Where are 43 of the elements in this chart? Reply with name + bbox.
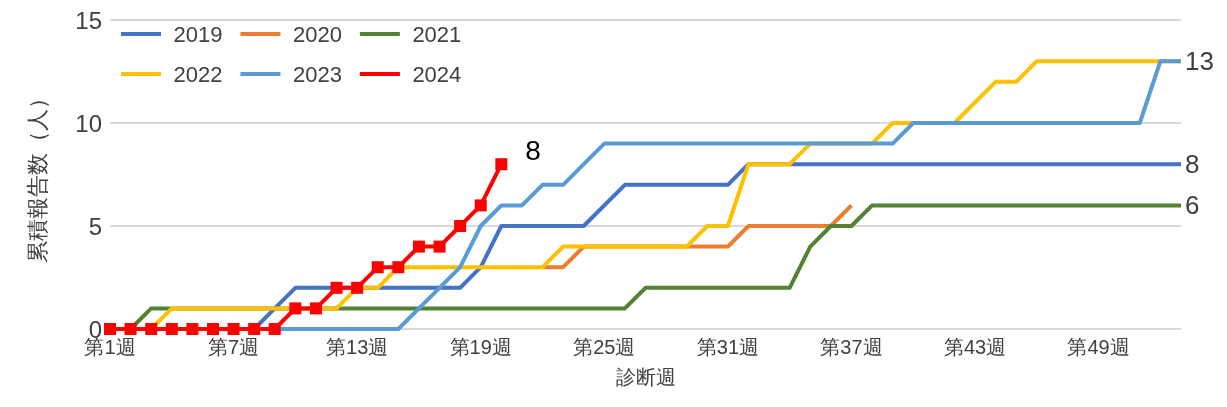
x-tick-label: 第25週 (573, 336, 636, 358)
point (104, 323, 116, 335)
point (474, 199, 487, 212)
point (124, 323, 137, 335)
legend-label: 2024 (412, 61, 462, 87)
legend-label: 2023 (292, 61, 342, 87)
legend-label: 2019 (173, 21, 223, 47)
x-tick-label: 第19週 (449, 336, 512, 358)
point (330, 281, 343, 294)
legend-label: 2020 (292, 21, 342, 47)
data-label: 6 (1185, 190, 1200, 221)
point (145, 323, 158, 335)
point (227, 323, 240, 335)
x-tick-label: 第13週 (326, 336, 389, 358)
x-tick-label: 第37週 (820, 336, 883, 358)
point (392, 261, 405, 274)
y-tick-label: 15 (75, 6, 102, 34)
x-tick-label: 第7週 (208, 336, 260, 358)
legend-label: 2022 (173, 61, 223, 87)
point (206, 323, 219, 335)
x-tick-label: 第43週 (943, 336, 1007, 358)
data-label: 8 (525, 134, 541, 166)
point (412, 240, 425, 253)
data-label: 8 (1185, 149, 1200, 180)
y-axis-title: 累積報告数（人） (24, 86, 50, 263)
point (248, 323, 261, 335)
point (268, 323, 281, 335)
y-tick-label: 5 (88, 212, 102, 240)
legend-label: 2021 (412, 21, 462, 47)
point (351, 281, 364, 294)
point (433, 240, 446, 253)
x-tick-label: 第31週 (696, 336, 760, 358)
data-label: 13 (1185, 46, 1214, 77)
point (495, 158, 508, 171)
point (165, 323, 178, 335)
point (289, 302, 302, 315)
point (309, 302, 322, 315)
x-tick-label: 第49週 (1067, 336, 1130, 358)
point (454, 220, 467, 232)
point (186, 323, 199, 335)
point (371, 261, 384, 274)
y-tick-label: 10 (75, 109, 102, 137)
x-axis-title: 診断週 (615, 366, 676, 388)
